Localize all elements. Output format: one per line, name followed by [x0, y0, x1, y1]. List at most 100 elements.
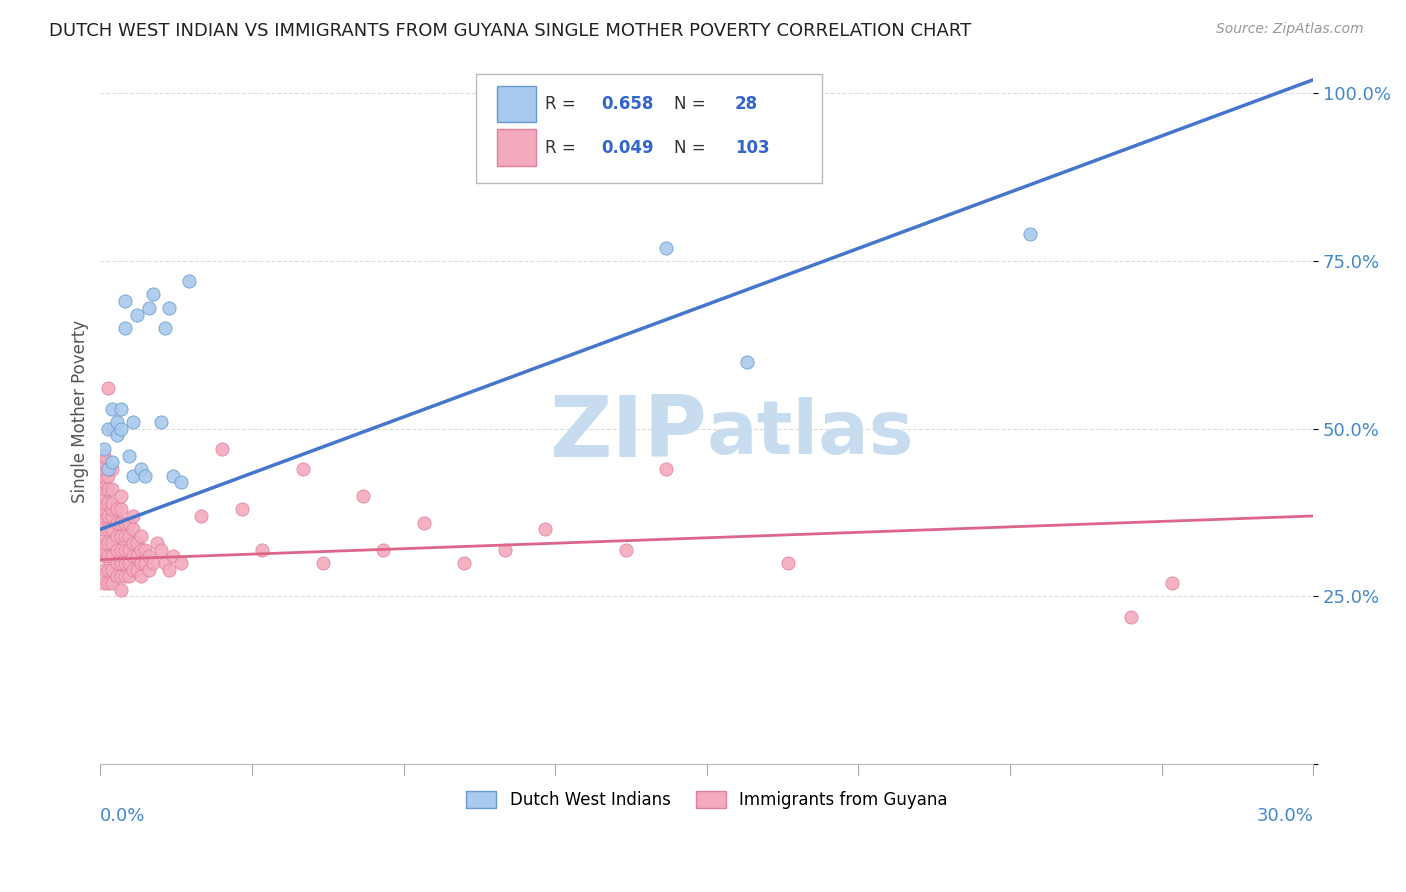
Point: [101, 502, 124, 516]
Point: [105, 516, 128, 530]
Point: [105, 556, 128, 570]
Point: [142, 287, 165, 301]
Point: [105, 415, 128, 429]
Point: [101, 462, 124, 476]
Point: [101, 549, 124, 564]
Point: [114, 294, 136, 309]
Point: [114, 542, 136, 557]
Point: [118, 556, 141, 570]
Point: [150, 542, 173, 557]
Point: [105, 502, 128, 516]
FancyBboxPatch shape: [496, 129, 536, 166]
Point: [118, 569, 141, 583]
Point: [97, 462, 120, 476]
Point: [101, 422, 124, 436]
Point: [110, 542, 132, 557]
Point: [93, 502, 115, 516]
Point: [170, 475, 193, 490]
Point: [93, 442, 115, 456]
Point: [373, 542, 395, 557]
Y-axis label: Single Mother Poverty: Single Mother Poverty: [72, 320, 89, 503]
Point: [101, 482, 124, 496]
Point: [614, 542, 637, 557]
Point: [412, 516, 434, 530]
Point: [110, 401, 132, 416]
Point: [93, 522, 115, 536]
Point: [162, 468, 184, 483]
Point: [494, 542, 516, 557]
Point: [101, 536, 124, 550]
Point: [453, 556, 475, 570]
Point: [179, 274, 201, 288]
Point: [93, 508, 115, 523]
Point: [121, 508, 143, 523]
Point: [105, 529, 128, 543]
Text: 28: 28: [735, 95, 758, 113]
Point: [101, 495, 124, 509]
Point: [157, 301, 180, 315]
Point: [110, 529, 132, 543]
Point: [93, 495, 115, 509]
Point: [93, 449, 115, 463]
Point: [162, 549, 184, 564]
Point: [110, 502, 132, 516]
Point: [101, 576, 124, 591]
Point: [93, 489, 115, 503]
Point: [110, 556, 132, 570]
Text: ZIP: ZIP: [550, 392, 707, 475]
Text: N =: N =: [673, 138, 711, 157]
Point: [97, 563, 120, 577]
Point: [134, 556, 156, 570]
Point: [291, 462, 314, 476]
Point: [211, 442, 233, 456]
Point: [114, 516, 136, 530]
Point: [97, 422, 120, 436]
Point: [153, 556, 176, 570]
Point: [170, 556, 193, 570]
Text: 30.0%: 30.0%: [1257, 806, 1313, 824]
Point: [146, 536, 169, 550]
Point: [97, 482, 120, 496]
Point: [97, 381, 120, 395]
Point: [118, 516, 141, 530]
Text: 0.658: 0.658: [602, 95, 654, 113]
Point: [190, 508, 212, 523]
Point: [114, 569, 136, 583]
Point: [153, 321, 176, 335]
Point: [97, 468, 120, 483]
Point: [150, 415, 173, 429]
Point: [312, 556, 335, 570]
Point: [97, 576, 120, 591]
Point: [134, 468, 156, 483]
Point: [114, 529, 136, 543]
Point: [93, 482, 115, 496]
Point: [129, 569, 152, 583]
Point: [129, 556, 152, 570]
Text: N =: N =: [673, 95, 711, 113]
Text: atlas: atlas: [707, 397, 914, 469]
Point: [231, 502, 253, 516]
Text: 0.0%: 0.0%: [100, 806, 146, 824]
Point: [114, 321, 136, 335]
Point: [93, 462, 115, 476]
Point: [93, 529, 115, 543]
Text: DUTCH WEST INDIAN VS IMMIGRANTS FROM GUYANA SINGLE MOTHER POVERTY CORRELATION CH: DUTCH WEST INDIAN VS IMMIGRANTS FROM GUY…: [49, 22, 972, 40]
Point: [101, 563, 124, 577]
Point: [776, 556, 799, 570]
Point: [97, 522, 120, 536]
Point: [118, 542, 141, 557]
Point: [93, 468, 115, 483]
Text: 0.049: 0.049: [602, 138, 654, 157]
Point: [93, 455, 115, 469]
Point: [93, 516, 115, 530]
Point: [118, 449, 141, 463]
Text: R =: R =: [546, 95, 582, 113]
Point: [101, 508, 124, 523]
Point: [655, 240, 678, 254]
Point: [97, 508, 120, 523]
Point: [114, 556, 136, 570]
Point: [105, 428, 128, 442]
Point: [1121, 609, 1143, 624]
Point: [1160, 576, 1182, 591]
Point: [121, 549, 143, 564]
